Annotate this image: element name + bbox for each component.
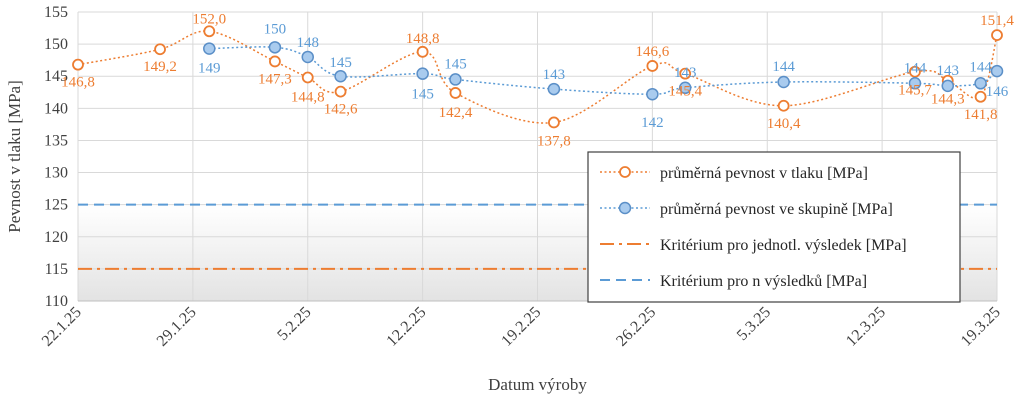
data-point bbox=[678, 81, 692, 95]
data-label: 144 bbox=[969, 59, 992, 75]
data-label: 151,4 bbox=[980, 13, 1014, 29]
data-point bbox=[416, 67, 429, 80]
data-label: 142 bbox=[641, 115, 664, 131]
x-tick-label: 26.2.25 bbox=[613, 304, 659, 350]
data-point bbox=[646, 60, 659, 72]
data-label: 148,8 bbox=[406, 31, 440, 47]
data-point bbox=[154, 43, 166, 56]
data-label: 142,4 bbox=[439, 105, 473, 121]
data-point bbox=[548, 116, 560, 129]
x-axis-ticks: 22.1.25 29.1.25 5.2.25 12.2.25 19.2.25 26.2.2… bbox=[39, 304, 1004, 350]
data-label: 137,8 bbox=[537, 133, 571, 149]
data-label: 143 bbox=[937, 63, 960, 79]
data-point bbox=[679, 67, 692, 80]
data-point bbox=[991, 29, 1003, 42]
data-label: 152,0 bbox=[192, 11, 226, 27]
y-tick-label: 130 bbox=[44, 165, 68, 182]
legend: průměrná pevnost v tlaku [MPa] průměrná p… bbox=[587, 151, 961, 303]
data-label: 147,3 bbox=[258, 71, 292, 87]
data-label: 150 bbox=[264, 21, 287, 37]
data-point bbox=[974, 90, 987, 103]
x-axis-title: Datum výroby bbox=[488, 375, 587, 394]
data-point bbox=[909, 65, 921, 78]
data-label: 144 bbox=[904, 60, 927, 76]
data-point bbox=[449, 87, 462, 99]
y-axis-title: Pevnost v tlaku [MPa] bbox=[5, 80, 24, 233]
data-label: 146 bbox=[986, 84, 1009, 100]
y-tick-label: 145 bbox=[44, 68, 68, 85]
data-point bbox=[203, 25, 216, 38]
y-tick-label: 110 bbox=[45, 293, 68, 310]
y-axis-ticks: 110 115 120 125 130 135 140 145 150 155 bbox=[44, 4, 68, 310]
data-label: 141,8 bbox=[964, 107, 998, 123]
legend-entry: Kritérium pro jednotl. výsledek [MPa] bbox=[660, 237, 907, 254]
y-tick-label: 120 bbox=[44, 229, 68, 246]
data-point bbox=[416, 45, 429, 58]
legend-entry: průměrná pevnost ve skupině [MPa] bbox=[660, 201, 893, 218]
data-label: 146,6 bbox=[636, 44, 670, 60]
x-tick-label: 12.3.25 bbox=[843, 304, 889, 350]
legend-entry: průměrná pevnost v tlaku [MPa] bbox=[660, 165, 868, 182]
legend-box bbox=[587, 151, 961, 303]
data-label: 145 bbox=[411, 87, 434, 103]
data-point bbox=[777, 75, 790, 89]
y-tick-label: 125 bbox=[44, 197, 68, 214]
data-point bbox=[203, 42, 216, 55]
data-point bbox=[334, 85, 347, 98]
data-label: 149 bbox=[198, 61, 221, 77]
data-label: 143 bbox=[543, 67, 566, 83]
data-label: 142,6 bbox=[324, 102, 358, 118]
data-point bbox=[268, 41, 282, 54]
x-tick-label: 19.3.25 bbox=[958, 304, 1004, 350]
y-tick-label: 135 bbox=[44, 132, 68, 149]
y-tick-label: 115 bbox=[45, 261, 68, 278]
data-point bbox=[908, 77, 922, 90]
data-label: 148 bbox=[297, 35, 320, 51]
data-point bbox=[301, 50, 314, 64]
data-label: 145,4 bbox=[668, 84, 702, 100]
x-tick-label: 19.2.25 bbox=[498, 304, 544, 350]
y-tick-label: 155 bbox=[44, 4, 68, 21]
legend-marker bbox=[619, 166, 631, 178]
data-point bbox=[646, 87, 659, 101]
series-line bbox=[77, 30, 998, 124]
data-point bbox=[990, 64, 1004, 78]
y-tick-label: 150 bbox=[44, 36, 68, 53]
data-label: 143 bbox=[674, 65, 697, 81]
data-point bbox=[334, 69, 347, 83]
data-point bbox=[269, 55, 281, 68]
data-label: 149,2 bbox=[143, 59, 177, 75]
data-label: 145 bbox=[444, 56, 467, 72]
legend-entry: Kritérium pro n výsledků [MPa] bbox=[660, 273, 867, 290]
series-lines bbox=[72, 25, 1004, 129]
legend-marker bbox=[618, 201, 632, 215]
x-tick-label: 22.1.25 bbox=[39, 304, 85, 350]
data-label: 144,3 bbox=[931, 92, 965, 108]
data-label: 145 bbox=[329, 55, 352, 71]
data-label: 140,4 bbox=[767, 116, 801, 132]
data-label: 145,7 bbox=[898, 83, 932, 99]
x-tick-label: 29.1.25 bbox=[154, 304, 200, 350]
data-point bbox=[777, 99, 790, 112]
y-tick-label: 140 bbox=[44, 100, 68, 117]
data-point bbox=[449, 73, 462, 86]
data-point bbox=[547, 82, 561, 96]
data-point bbox=[941, 79, 955, 93]
x-tick-label: 5.3.25 bbox=[734, 304, 774, 344]
data-label: 144,8 bbox=[291, 90, 325, 106]
x-tick-label: 12.2.25 bbox=[383, 304, 429, 350]
data-point bbox=[301, 71, 314, 84]
data-label: 146,8 bbox=[61, 75, 95, 91]
x-tick-label: 5.2.25 bbox=[274, 304, 314, 344]
data-label: 144 bbox=[772, 59, 795, 75]
data-point bbox=[72, 58, 84, 71]
data-point bbox=[974, 77, 987, 90]
